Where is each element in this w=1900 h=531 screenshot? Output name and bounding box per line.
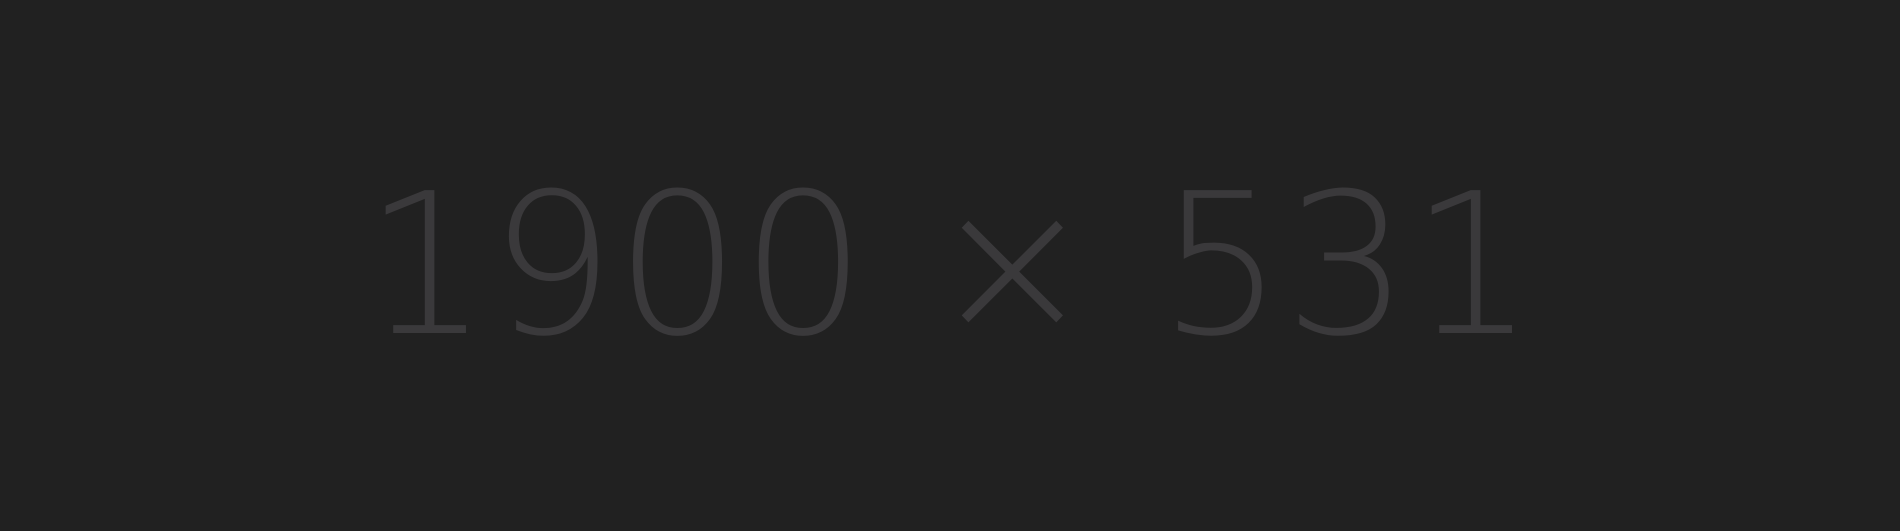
placeholder-dimensions-text: 1900 × 531 (364, 151, 1536, 380)
